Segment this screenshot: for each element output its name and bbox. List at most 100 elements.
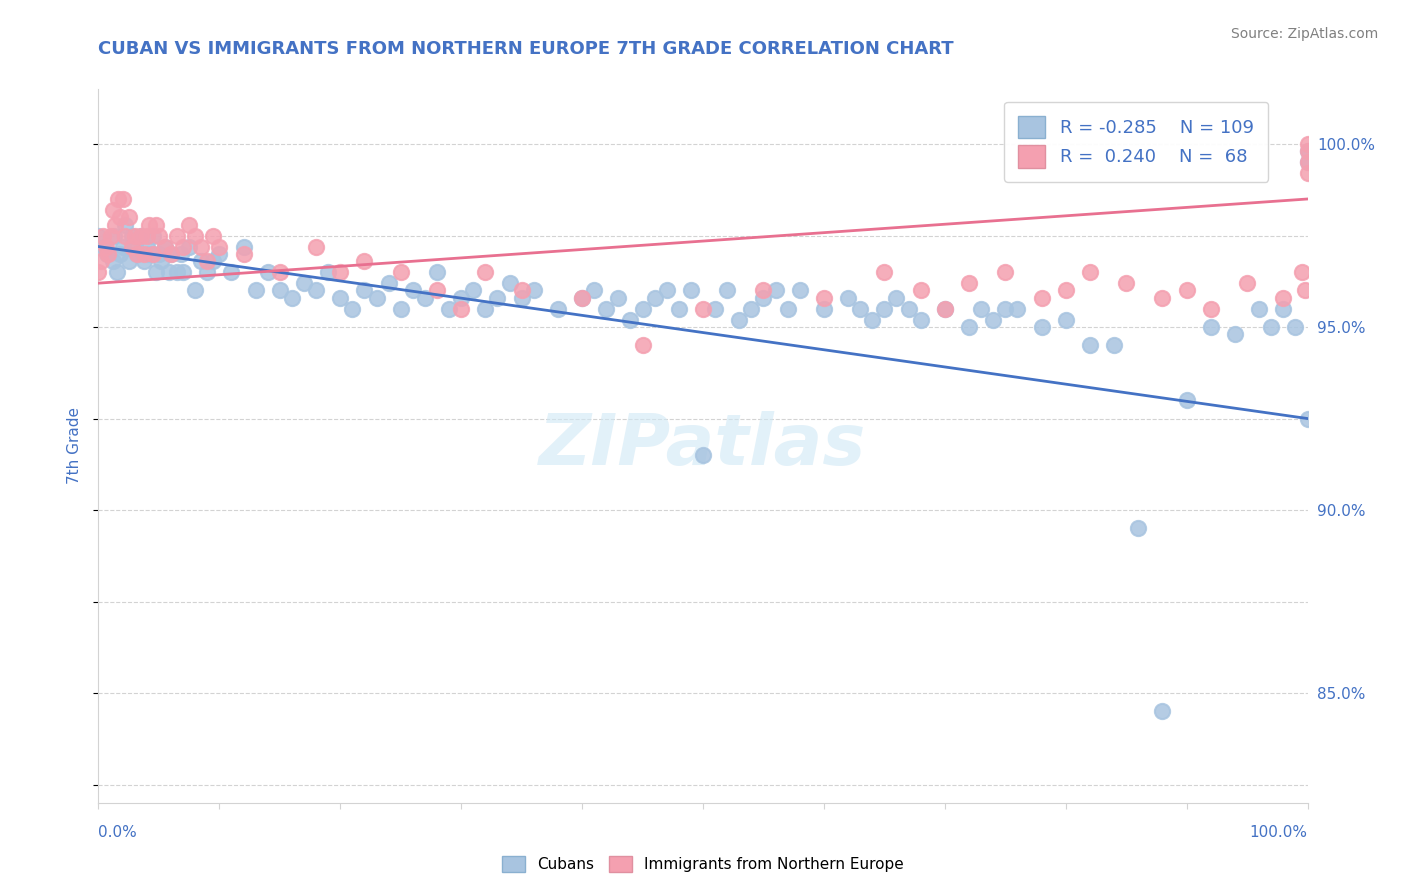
Point: [353, 284, 375, 298]
Point: [402, 284, 425, 298]
Point: [157, 265, 180, 279]
Point: [148, 228, 170, 243]
Point: [1296, 145, 1319, 159]
Point: [138, 218, 160, 232]
Point: [1054, 312, 1077, 326]
Point: [1175, 393, 1198, 408]
Point: [184, 284, 207, 298]
Point: [897, 301, 920, 316]
Point: [121, 239, 143, 253]
Point: [107, 192, 129, 206]
Point: [413, 291, 436, 305]
Point: [342, 301, 364, 316]
Point: [644, 291, 666, 305]
Point: [160, 247, 183, 261]
Point: [789, 284, 811, 298]
Point: [184, 228, 207, 243]
Point: [160, 247, 183, 261]
Point: [1296, 411, 1319, 425]
Point: [957, 320, 980, 334]
Point: [1236, 276, 1258, 290]
Point: [256, 265, 278, 279]
Point: [202, 228, 225, 243]
Point: [679, 284, 702, 298]
Point: [269, 265, 291, 279]
Point: [474, 265, 496, 279]
Point: [389, 265, 412, 279]
Point: [96, 247, 118, 261]
Point: [366, 291, 388, 305]
Point: [135, 239, 157, 253]
Point: [970, 301, 993, 316]
Point: [305, 239, 328, 253]
Point: [655, 284, 678, 298]
Point: [437, 301, 460, 316]
Point: [474, 301, 496, 316]
Point: [704, 301, 727, 316]
Point: [105, 265, 128, 279]
Point: [269, 284, 291, 298]
Point: [1031, 291, 1053, 305]
Point: [127, 247, 149, 261]
Point: [134, 247, 156, 261]
Point: [595, 301, 617, 316]
Point: [934, 301, 956, 316]
Text: ZIPatlas: ZIPatlas: [540, 411, 866, 481]
Point: [148, 247, 170, 261]
Point: [101, 254, 124, 268]
Point: [486, 291, 509, 305]
Point: [1054, 284, 1077, 298]
Point: [172, 239, 194, 253]
Point: [1223, 327, 1246, 342]
Point: [103, 228, 125, 243]
Point: [108, 247, 131, 261]
Point: [111, 239, 134, 253]
Point: [1272, 291, 1295, 305]
Point: [740, 301, 762, 316]
Point: [316, 265, 339, 279]
Point: [981, 312, 1004, 326]
Text: CUBAN VS IMMIGRANTS FROM NORTHERN EUROPE 7TH GRADE CORRELATION CHART: CUBAN VS IMMIGRANTS FROM NORTHERN EUROPE…: [98, 40, 955, 58]
Point: [583, 284, 606, 298]
Point: [305, 284, 328, 298]
Point: [510, 284, 533, 298]
Point: [1249, 301, 1271, 316]
Point: [97, 247, 120, 261]
Point: [329, 291, 352, 305]
Point: [450, 301, 472, 316]
Point: [1291, 265, 1313, 279]
Point: [426, 284, 449, 298]
Point: [221, 265, 243, 279]
Point: [208, 239, 231, 253]
Point: [873, 265, 896, 279]
Point: [1102, 338, 1125, 352]
Point: [910, 284, 932, 298]
Point: [93, 239, 115, 253]
Point: [100, 228, 122, 243]
Point: [1078, 338, 1101, 352]
Point: [114, 218, 136, 232]
Point: [91, 228, 114, 243]
Point: [1272, 301, 1295, 316]
Point: [860, 312, 883, 326]
Point: [179, 218, 201, 232]
Point: [389, 301, 412, 316]
Point: [142, 247, 165, 261]
Point: [692, 301, 714, 316]
Point: [510, 291, 533, 305]
Point: [101, 202, 124, 217]
Point: [1296, 166, 1319, 180]
Point: [776, 301, 799, 316]
Point: [1115, 276, 1137, 290]
Point: [90, 254, 112, 268]
Point: [353, 254, 375, 268]
Point: [129, 228, 152, 243]
Point: [329, 265, 352, 279]
Point: [463, 284, 485, 298]
Point: [145, 265, 167, 279]
Point: [111, 192, 134, 206]
Point: [631, 301, 654, 316]
Point: [886, 291, 908, 305]
Point: [138, 247, 160, 261]
Point: [195, 265, 218, 279]
